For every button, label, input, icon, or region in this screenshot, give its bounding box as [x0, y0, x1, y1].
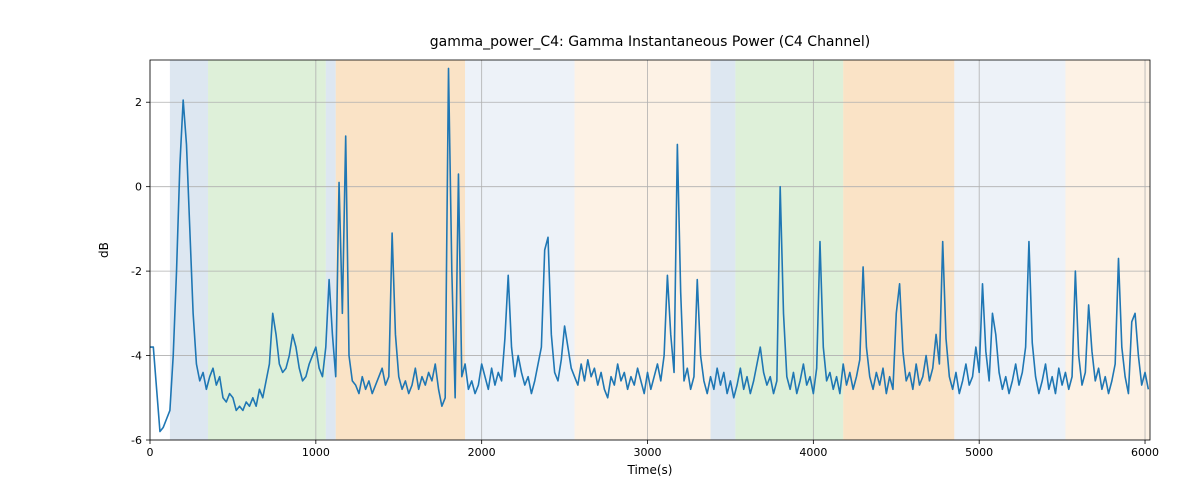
x-tick-label: 4000	[799, 446, 827, 459]
y-tick-label: 0	[135, 181, 142, 194]
chart-title: gamma_power_C4: Gamma Instantaneous Powe…	[430, 34, 870, 50]
y-axis-label: dB	[97, 242, 111, 258]
band	[208, 60, 326, 440]
x-tick-label: 2000	[468, 446, 496, 459]
x-axis-label: Time(s)	[627, 463, 673, 477]
band	[326, 60, 336, 440]
band	[1065, 60, 1150, 440]
y-tick-label: -4	[131, 350, 142, 363]
band	[735, 60, 843, 440]
x-tick-label: 0	[147, 446, 154, 459]
chart-svg: 0 1000 2000 3000 4000 5000 6000 -6 -4 -2 0 2 Time(s)…	[0, 0, 1200, 500]
background-bands	[170, 60, 1150, 440]
y-tick-label: -2	[131, 265, 142, 278]
x-tick-label: 5000	[965, 446, 993, 459]
band	[843, 60, 954, 440]
x-tick-label: 3000	[634, 446, 662, 459]
x-tick-label: 6000	[1131, 446, 1159, 459]
chart-container: 0 1000 2000 3000 4000 5000 6000 -6 -4 -2 0 2 Time(s)…	[0, 0, 1200, 500]
x-tick-label: 1000	[302, 446, 330, 459]
y-tick-label: -6	[131, 434, 142, 447]
y-tick-label: 2	[135, 96, 142, 109]
band	[170, 60, 208, 440]
